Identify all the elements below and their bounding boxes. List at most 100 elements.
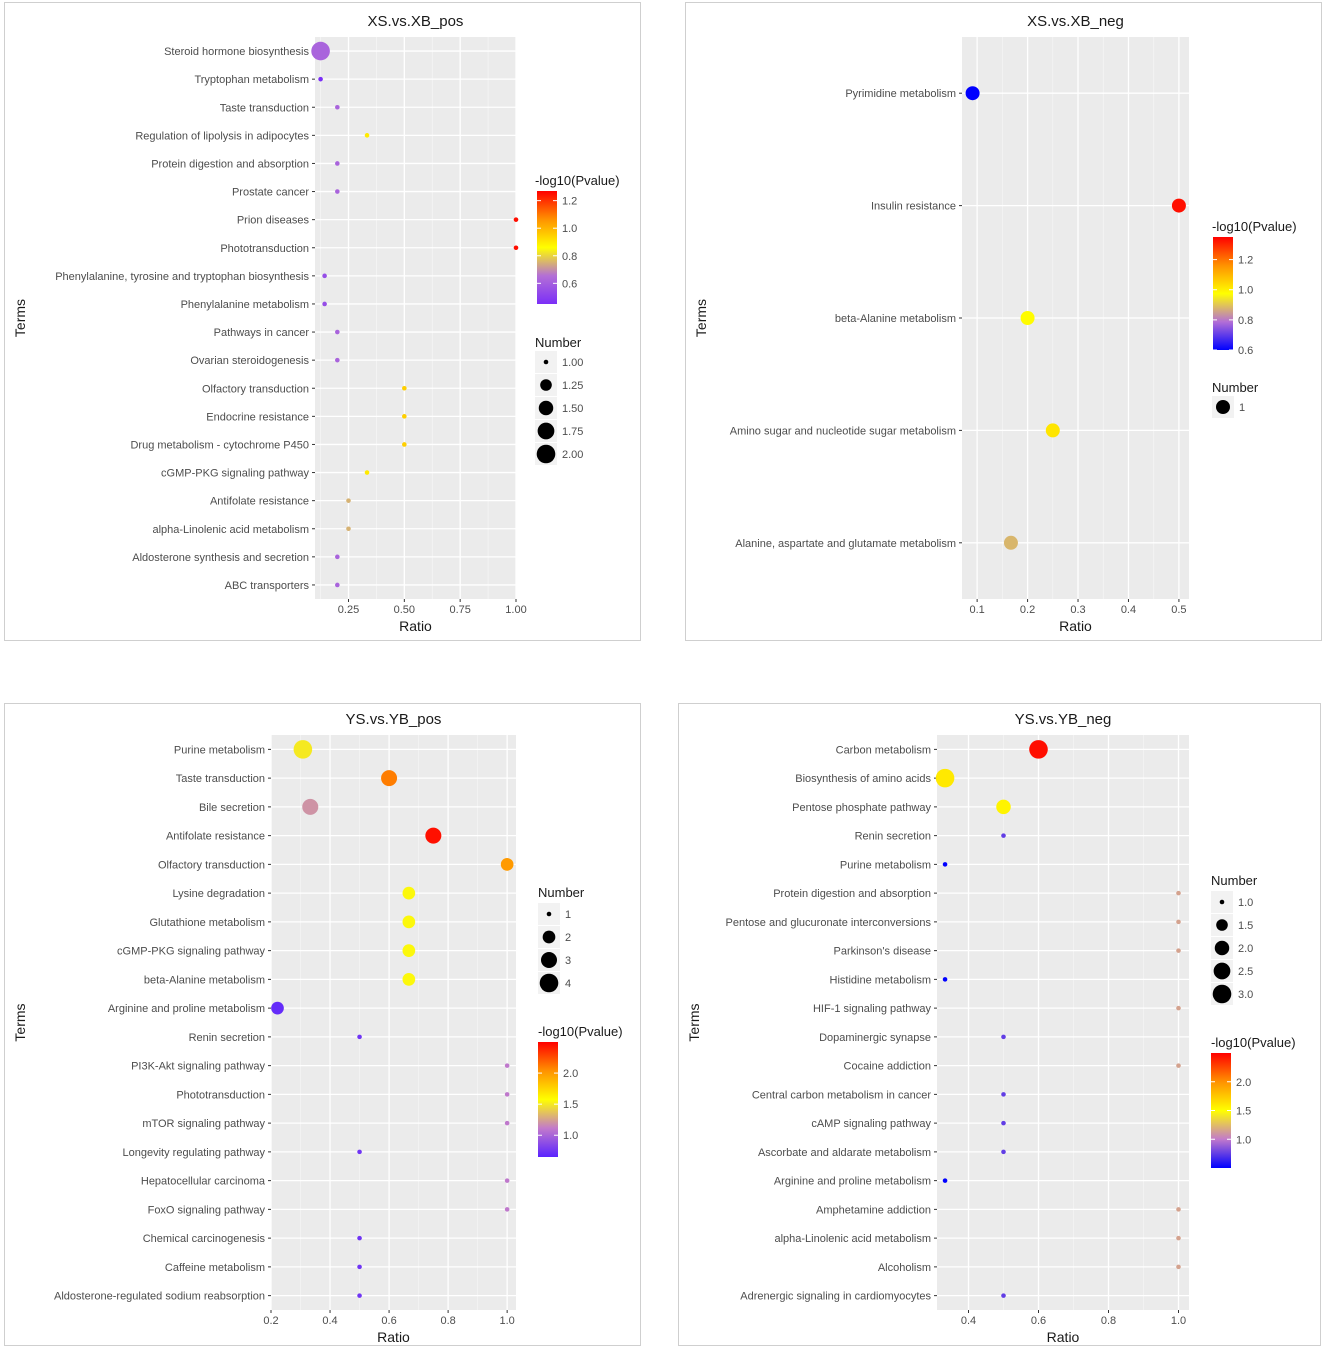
data-point	[504, 1120, 510, 1126]
y-tick-label: Taste transduction	[176, 773, 265, 785]
color-legend-title: -log10(Pvalue)	[1211, 1035, 1296, 1050]
data-point	[1176, 1264, 1181, 1270]
size-legend-dot	[1213, 962, 1231, 980]
y-tick-label: Regulation of lipolysis in adipocytes	[135, 130, 309, 142]
x-tick-label: 0.6	[1031, 1315, 1046, 1327]
data-point	[1001, 1293, 1006, 1298]
colorbar-tick-label: 1.0	[1238, 285, 1253, 297]
size-legend-label: 1.00	[562, 357, 583, 369]
data-point	[1001, 1149, 1006, 1155]
x-tick-label: 0.1	[969, 604, 984, 616]
y-tick-label: cGMP-PKG signaling pathway	[161, 468, 309, 480]
data-point	[1001, 1120, 1006, 1126]
colorbar-tick-label: 1.0	[1236, 1134, 1251, 1146]
data-point	[357, 1293, 362, 1298]
y-tick-label: Chemical carcinogenesis	[143, 1233, 266, 1245]
y-tick-label: ABC transporters	[225, 580, 310, 592]
plot-background	[937, 735, 1189, 1310]
y-tick-label: FoxO signaling pathway	[148, 1204, 266, 1216]
colorbar-tick-label: 1.5	[1236, 1106, 1251, 1118]
data-point	[364, 470, 370, 475]
size-legend-dot	[540, 951, 558, 969]
data-point	[271, 1001, 284, 1015]
chart-title: XS.vs.XB_neg	[1027, 13, 1124, 30]
data-point	[1176, 1235, 1181, 1241]
size-legend-label: 1	[565, 909, 571, 921]
y-tick-label: Caffeine metabolism	[165, 1262, 265, 1274]
y-tick-label: beta-Alanine metabolism	[144, 974, 265, 986]
size-legend-title: Number	[538, 885, 585, 900]
data-point	[402, 442, 407, 447]
size-legend-label: 1.50	[562, 403, 583, 415]
y-tick-label: Prion diseases	[237, 215, 310, 227]
size-legend-label: 1.0	[1238, 897, 1253, 909]
y-tick-label: cGMP-PKG signaling pathway	[117, 946, 265, 958]
size-legend-dot	[536, 444, 556, 464]
size-legend-dot	[546, 911, 552, 917]
y-tick-label: Ovarian steroidogenesis	[190, 355, 309, 367]
size-legend-label: 1.75	[562, 426, 583, 438]
y-tick-label: Protein digestion and absorption	[773, 888, 931, 900]
data-point	[1003, 535, 1018, 550]
y-tick-label: Pentose and glucuronate interconversions	[726, 917, 932, 929]
data-point	[1176, 948, 1181, 953]
chart-panel-xs-xb-pos: XS.vs.XB_pos Steroid hormone biosynthesis…	[4, 2, 641, 641]
size-legend-dot	[1216, 919, 1228, 931]
y-tick-label: Biosynthesis of amino acids	[795, 773, 931, 785]
chart-panel-ys-yb-pos: YS.vs.YB_pos Purine metabolism Taste trans…	[4, 703, 641, 1346]
data-point	[504, 1063, 510, 1068]
data-point	[513, 217, 519, 222]
x-tick-label: 0.5	[1171, 604, 1186, 616]
y-tick-label: Tryptophan metabolism	[194, 74, 309, 86]
colorbar-tick-label: 1.2	[1238, 255, 1253, 267]
chart-panel-ys-yb-neg: YS.vs.YB_neg Carbon metabolism Biosynthesi…	[678, 703, 1321, 1346]
color-legend-title: -log10(Pvalue)	[538, 1024, 623, 1039]
data-point	[504, 1178, 510, 1183]
size-legend-dot	[539, 973, 559, 993]
data-point	[335, 189, 340, 194]
x-tick-label: 0.8	[440, 1315, 455, 1327]
y-tick-label: Renin secretion	[189, 1032, 265, 1044]
data-point	[293, 740, 313, 759]
y-tick-label: Olfactory transduction	[158, 859, 265, 871]
data-point	[381, 770, 398, 787]
data-point	[1176, 1063, 1181, 1068]
size-legend-label: 1.5	[1238, 920, 1253, 932]
x-axis-title: Ratio	[1047, 1329, 1080, 1345]
color-legend-title: -log10(Pvalue)	[535, 173, 620, 188]
y-tick-label: Phenylalanine metabolism	[181, 299, 309, 311]
x-tick-label: 0.2	[263, 1315, 278, 1327]
y-tick-label: Purine metabolism	[840, 859, 931, 871]
y-tick-label: Adrenergic signaling in cardiomyocytes	[740, 1291, 931, 1303]
data-point	[402, 915, 416, 929]
size-legend-dot	[543, 359, 549, 365]
y-tick-label: Phenylalanine, tyrosine and tryptophan b…	[55, 271, 309, 283]
data-point	[1171, 198, 1186, 213]
y-tick-label: Drug metabolism - cytochrome P450	[130, 439, 309, 451]
y-tick-label: Purine metabolism	[174, 744, 265, 756]
data-point	[402, 886, 416, 900]
data-point	[402, 414, 407, 419]
data-point	[1001, 833, 1006, 838]
colorbar-tick-label: 1.2	[562, 196, 577, 208]
y-tick-label: Alanine, aspartate and glutamate metabol…	[735, 538, 956, 550]
data-point	[318, 76, 323, 82]
size-legend-dot	[1216, 400, 1230, 414]
data-point	[500, 858, 514, 871]
y-tick-label: Histidine metabolism	[830, 974, 931, 986]
data-point	[1045, 423, 1060, 438]
y-tick-label: Aldosterone synthesis and secretion	[132, 552, 309, 564]
size-legend-label: 2.5	[1238, 966, 1253, 978]
plot-background	[271, 735, 516, 1310]
y-tick-label: Parkinson's disease	[834, 946, 932, 958]
size-legend-label: 2	[565, 932, 571, 944]
y-tick-label: Alcoholism	[878, 1262, 931, 1274]
y-tick-label: Cocaine addiction	[844, 1061, 931, 1073]
y-tick-label: Taste transduction	[220, 102, 309, 114]
y-axis-title: Terms	[12, 1003, 28, 1041]
data-point	[357, 1235, 362, 1241]
color-legend-title: -log10(Pvalue)	[1212, 219, 1297, 234]
data-point	[335, 554, 340, 560]
data-point	[1001, 1092, 1006, 1097]
size-legend-title: Number	[1211, 873, 1258, 888]
